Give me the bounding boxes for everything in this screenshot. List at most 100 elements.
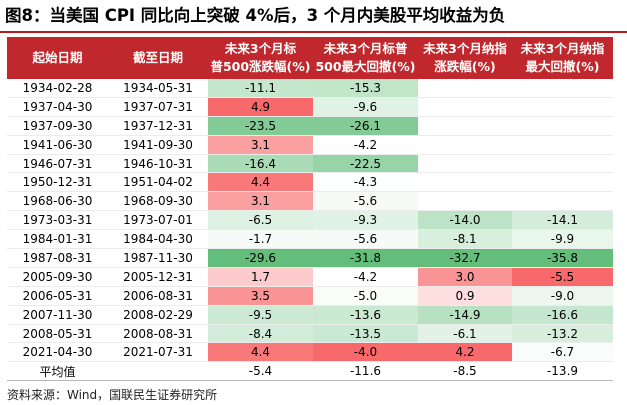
- header-label-line2: 涨跌幅(%): [434, 59, 496, 74]
- cell-end-date: 1946-10-31: [108, 154, 208, 174]
- cell-end-date: 1984-04-30: [108, 229, 208, 250]
- cell-start-date: 1984-01-31: [7, 229, 108, 250]
- header-label: 起始日期: [32, 50, 83, 65]
- cell-end-date: 1934-05-31: [108, 79, 208, 98]
- cell-sp500-drawdown: -5.6: [313, 191, 418, 212]
- header-start-date: 起始日期: [7, 37, 108, 79]
- cell-sp500-drawdown: -4.3: [313, 172, 418, 193]
- cell-sp500-drawdown: -9.3: [313, 210, 418, 231]
- header-sp500-drawdown: 未来3个月标普 500最大回撤(%): [313, 37, 418, 79]
- cell-sp500-drawdown: -9.6: [313, 97, 418, 117]
- cell-sp500-return: -29.6: [208, 248, 313, 268]
- cell-nasdaq-return: [418, 97, 512, 117]
- cell-start-date: 1937-09-30: [7, 116, 108, 136]
- average-spacer: [108, 361, 208, 382]
- cell-start-date: 2021-04-30: [7, 342, 108, 363]
- cell-nasdaq-return: -14.9: [418, 305, 512, 325]
- table-row: 1937-09-30 1937-12-31 -23.5 -26.1: [7, 116, 613, 136]
- cell-sp500-return: -11.1: [208, 79, 313, 98]
- cell-sp500-return: -8.4: [208, 324, 313, 344]
- cell-nasdaq-drawdown: -6.7: [512, 342, 613, 363]
- cell-nasdaq-return: [418, 135, 512, 155]
- cell-sp500-drawdown: -4.2: [313, 267, 418, 287]
- cell-sp500-return: 4.9: [208, 97, 313, 117]
- cell-nasdaq-drawdown: -5.5: [512, 267, 613, 287]
- header-label-line2: 500最大回撤(%): [315, 59, 416, 74]
- cell-sp500-return: 4.4: [208, 342, 313, 363]
- cell-sp500-return: -1.7: [208, 229, 313, 250]
- avg-nasdaq-drawdown: -13.9: [512, 361, 613, 382]
- average-row: 平均值 -5.4 -11.6 -8.5 -13.9: [7, 361, 613, 382]
- cell-nasdaq-drawdown: -16.6: [512, 305, 613, 325]
- cell-nasdaq-drawdown: [512, 79, 613, 98]
- cell-nasdaq-return: 3.0: [418, 267, 512, 287]
- cell-nasdaq-drawdown: [512, 135, 613, 155]
- cell-sp500-drawdown: -5.6: [313, 229, 418, 250]
- table-row: 1987-08-31 1987-11-30 -29.6 -31.8 -32.7 -35.8: [7, 248, 613, 268]
- cell-start-date: 1946-07-31: [7, 154, 108, 174]
- header-row: 起始日期 截至日期 未来3个月标 普500涨跌幅(%) 未来3个月标普 500最大回…: [7, 37, 613, 79]
- table-row: 1968-06-30 1968-09-30 3.1 -5.6: [7, 191, 613, 212]
- cell-nasdaq-return: -6.1: [418, 324, 512, 344]
- figure-title: 图8：当美国 CPI 同比向上突破 4%后，3 个月内美股平均收益为负: [5, 6, 506, 25]
- cell-start-date: 1941-06-30: [7, 135, 108, 155]
- table-row: 2008-05-31 2008-08-31 -8.4 -13.5 -6.1 -13.2: [7, 324, 613, 344]
- cell-end-date: 2006-08-31: [108, 286, 208, 306]
- cell-sp500-return: 3.1: [208, 135, 313, 155]
- cell-nasdaq-drawdown: [512, 154, 613, 174]
- cell-nasdaq-return: [418, 172, 512, 193]
- cell-nasdaq-drawdown: [512, 97, 613, 117]
- cell-start-date: 2006-05-31: [7, 286, 108, 306]
- cell-end-date: 1941-09-30: [108, 135, 208, 155]
- cell-nasdaq-return: [418, 79, 512, 98]
- source-note: 资料来源：Wind，国联民生证券研究所: [7, 388, 218, 402]
- cell-nasdaq-drawdown: -9.9: [512, 229, 613, 250]
- cell-nasdaq-drawdown: [512, 172, 613, 193]
- table-row: 1946-07-31 1946-10-31 -16.4 -22.5: [7, 154, 613, 174]
- cell-sp500-return: -16.4: [208, 154, 313, 174]
- cell-sp500-return: -23.5: [208, 116, 313, 136]
- cell-nasdaq-return: 0.9: [418, 286, 512, 306]
- table-row: 1973-03-31 1973-07-01 -6.5 -9.3 -14.0 -14.1: [7, 210, 613, 231]
- header-label: 截至日期: [132, 50, 183, 65]
- cell-end-date: 2021-07-31: [108, 342, 208, 363]
- cell-sp500-drawdown: -13.5: [313, 324, 418, 344]
- table-row: 1950-12-31 1951-04-02 4.4 -4.3: [7, 172, 613, 193]
- cell-end-date: 1937-12-31: [108, 116, 208, 136]
- cell-sp500-drawdown: -26.1: [313, 116, 418, 136]
- cell-end-date: 2008-02-29: [108, 305, 208, 325]
- cell-sp500-return: -9.5: [208, 305, 313, 325]
- header-nasdaq-drawdown: 未来3个月纳指 最大回撤(%): [512, 37, 613, 79]
- cell-nasdaq-drawdown: -13.2: [512, 324, 613, 344]
- cell-start-date: 1937-04-30: [7, 97, 108, 117]
- cell-nasdaq-drawdown: -9.0: [512, 286, 613, 306]
- cell-sp500-return: 3.1: [208, 191, 313, 212]
- header-nasdaq-return: 未来3个月纳指 涨跌幅(%): [418, 37, 512, 79]
- avg-sp500-drawdown: -11.6: [313, 361, 418, 382]
- cell-nasdaq-return: [418, 191, 512, 212]
- average-label: 平均值: [7, 361, 108, 382]
- cell-start-date: 2005-09-30: [7, 267, 108, 287]
- header-label-line1: 未来3个月纳指: [423, 41, 507, 56]
- cell-nasdaq-drawdown: -35.8: [512, 248, 613, 268]
- cell-sp500-return: -6.5: [208, 210, 313, 231]
- cell-nasdaq-drawdown: [512, 191, 613, 212]
- cell-sp500-return: 1.7: [208, 267, 313, 287]
- header-end-date: 截至日期: [108, 37, 208, 79]
- cell-start-date: 1968-06-30: [7, 191, 108, 212]
- cell-sp500-drawdown: -31.8: [313, 248, 418, 268]
- cell-sp500-return: 3.5: [208, 286, 313, 306]
- cell-end-date: 1973-07-01: [108, 210, 208, 231]
- cell-nasdaq-return: [418, 154, 512, 174]
- table-row: 2005-09-30 2005-12-31 1.7 -4.2 3.0 -5.5: [7, 267, 613, 287]
- cell-start-date: 2008-05-31: [7, 324, 108, 344]
- cell-sp500-drawdown: -15.3: [313, 79, 418, 98]
- cell-nasdaq-return: [418, 116, 512, 136]
- header-label-line2: 普500涨跌幅(%): [210, 59, 311, 74]
- table-row: 1934-02-28 1934-05-31 -11.1 -15.3: [7, 79, 613, 98]
- cell-end-date: 1951-04-02: [108, 172, 208, 193]
- cell-start-date: 1987-08-31: [7, 248, 108, 268]
- cpi-returns-table: 起始日期 截至日期 未来3个月标 普500涨跌幅(%) 未来3个月标普 500最大回…: [7, 37, 613, 382]
- cell-nasdaq-return: -14.0: [418, 210, 512, 231]
- cell-nasdaq-drawdown: [512, 116, 613, 136]
